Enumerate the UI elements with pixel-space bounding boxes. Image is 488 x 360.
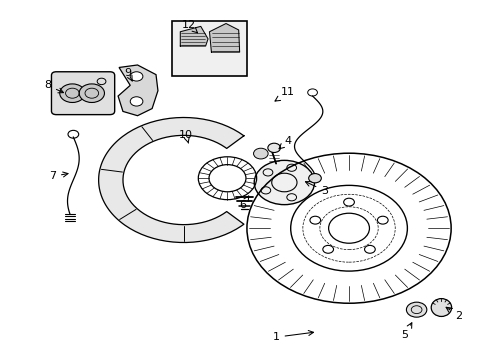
Text: 2: 2	[445, 307, 461, 321]
Circle shape	[267, 143, 280, 153]
Circle shape	[130, 97, 142, 106]
Bar	[171, 21, 246, 76]
Circle shape	[60, 84, 85, 103]
Text: 6: 6	[239, 196, 248, 210]
Ellipse shape	[430, 298, 451, 316]
Polygon shape	[118, 65, 158, 116]
Circle shape	[130, 72, 142, 81]
Text: 1: 1	[272, 330, 313, 342]
Text: 4: 4	[279, 136, 291, 149]
Polygon shape	[180, 26, 207, 46]
Text: 9: 9	[124, 68, 132, 81]
Circle shape	[253, 148, 267, 159]
Text: 8: 8	[44, 80, 63, 93]
Text: 3: 3	[305, 181, 327, 196]
Text: 5: 5	[401, 323, 411, 341]
Text: 12: 12	[181, 19, 197, 33]
Circle shape	[79, 84, 104, 103]
Polygon shape	[99, 117, 244, 243]
FancyBboxPatch shape	[51, 72, 115, 114]
Circle shape	[406, 302, 426, 317]
Text: 10: 10	[179, 130, 193, 143]
Circle shape	[308, 174, 321, 183]
Polygon shape	[209, 23, 239, 52]
Text: 7: 7	[49, 171, 68, 181]
Text: 11: 11	[274, 87, 295, 101]
Circle shape	[254, 160, 314, 204]
